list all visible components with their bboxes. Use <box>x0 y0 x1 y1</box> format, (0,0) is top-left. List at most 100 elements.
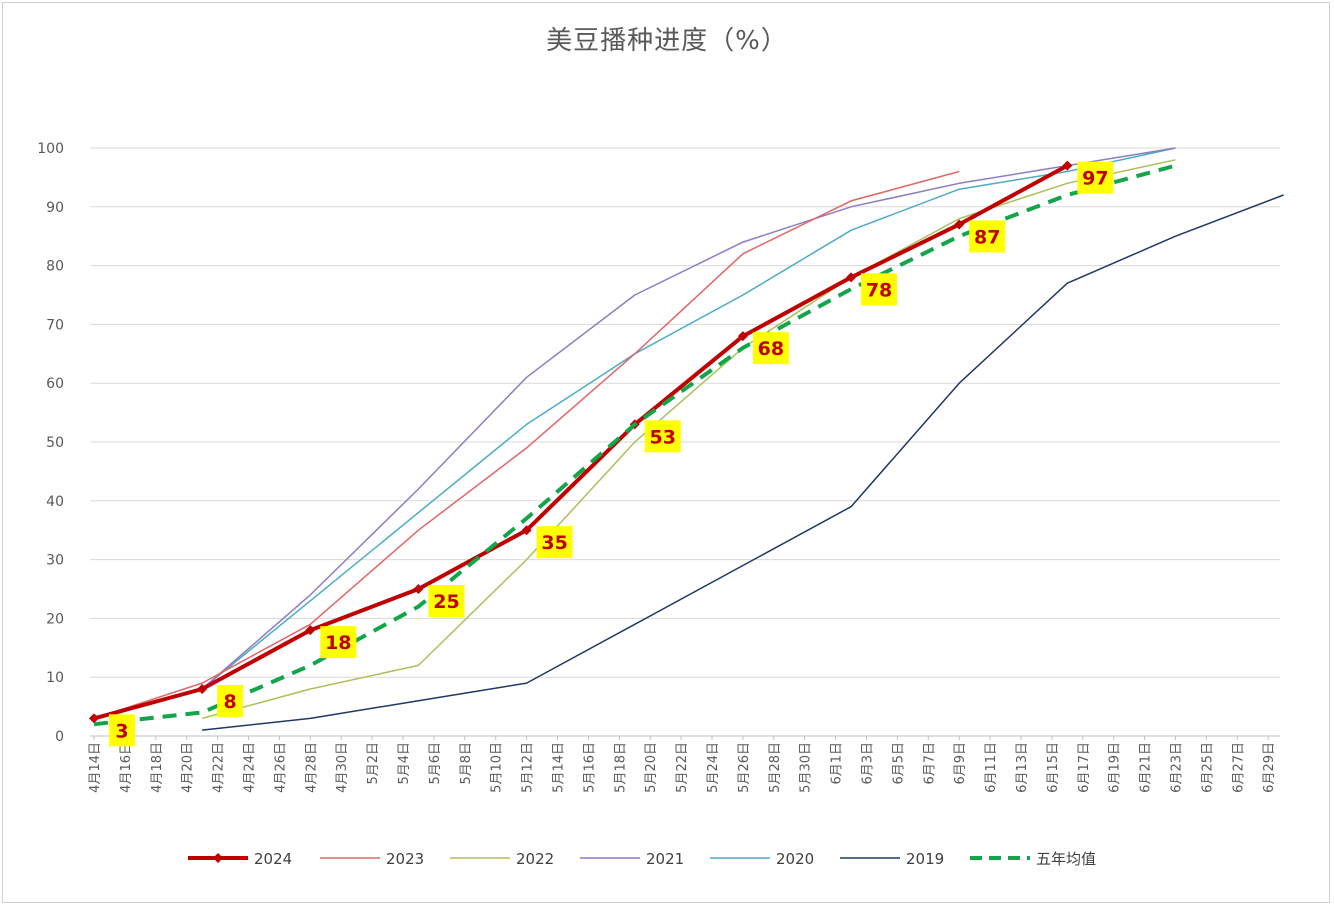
data-label: 97 <box>1077 161 1114 194</box>
data-point-2024 <box>89 713 99 724</box>
data-label: 35 <box>536 526 573 559</box>
x-tick-label: 5月12日 <box>521 742 536 793</box>
y-tick-label: 70 <box>46 317 64 333</box>
y-tick-label: 60 <box>46 376 64 392</box>
x-tick-label: 4月30日 <box>335 742 350 793</box>
svg-text:25: 25 <box>433 591 459 613</box>
chart-title: 美豆播种进度（%） <box>546 26 788 56</box>
series-line-五年均值 <box>93 163 1177 727</box>
x-tick-label: 4月14日 <box>88 742 103 793</box>
x-tick-label: 5月20日 <box>644 742 659 793</box>
series-line-2022 <box>201 159 1176 720</box>
svg-text:8: 8 <box>224 691 237 713</box>
data-point-2024 <box>1062 160 1073 171</box>
y-tick-label: 0 <box>55 729 64 745</box>
data-label: 53 <box>644 420 681 453</box>
x-tick-label: 5月8日 <box>459 742 474 785</box>
y-tick-label: 100 <box>37 141 64 157</box>
svg-text:18: 18 <box>325 632 351 654</box>
svg-text:35: 35 <box>541 532 567 554</box>
data-point-2024 <box>954 219 965 230</box>
legend-item-2022: 2022 <box>450 850 554 868</box>
series-layer <box>89 147 1284 731</box>
x-tick-label: 4月28日 <box>304 742 319 793</box>
y-tick-label: 10 <box>46 670 64 686</box>
data-label: 87 <box>969 220 1006 253</box>
svg-text:53: 53 <box>650 426 676 448</box>
y-axis: 0 10 20 30 40 50 60 70 80 90 100 <box>37 141 64 745</box>
series-line-2023 <box>93 170 960 720</box>
x-tick-label: 4月20日 <box>181 742 196 793</box>
svg-text:2023: 2023 <box>386 850 424 868</box>
data-point-2024 <box>737 331 748 342</box>
legend-item-五年均值: 五年均值 <box>970 850 1096 868</box>
data-point-2024 <box>413 584 424 594</box>
x-tick-label: 6月5日 <box>891 742 906 785</box>
legend-item-2024: 2024 <box>188 850 292 868</box>
data-label: 25 <box>428 585 465 617</box>
y-tick-label: 30 <box>46 553 64 569</box>
x-tick-label: 6月19日 <box>1108 742 1123 793</box>
x-tick-label: 6月15日 <box>1046 742 1061 793</box>
svg-text:97: 97 <box>1082 168 1108 190</box>
legend-item-2023: 2023 <box>320 850 424 868</box>
legend: 2024 2023 2022 2021 2020 2019 五年均值 <box>188 850 1096 868</box>
data-label: 8 <box>217 684 244 717</box>
x-tick-label: 6月17日 <box>1077 742 1092 793</box>
series-line-2021 <box>93 147 1176 720</box>
data-point-2024 <box>521 525 532 536</box>
legend-item-2019: 2019 <box>840 850 944 868</box>
x-tick-label: 4月22日 <box>212 742 227 793</box>
x-tick-label: 6月23日 <box>1170 742 1185 793</box>
svg-text:2021: 2021 <box>646 850 684 868</box>
legend-item-2020: 2020 <box>710 850 814 868</box>
x-tick-label: 6月11日 <box>984 742 999 793</box>
x-tick-label: 5月4日 <box>397 742 412 785</box>
svg-text:五年均值: 五年均值 <box>1036 850 1096 868</box>
x-tick-label: 4月18日 <box>150 742 165 793</box>
x-tick-label: 6月9日 <box>953 742 968 785</box>
x-tick-label: 5月28日 <box>768 742 783 793</box>
data-label: 68 <box>752 332 789 365</box>
data-point-2024 <box>305 625 316 636</box>
x-tick-label: 5月2日 <box>366 742 381 785</box>
data-label: 78 <box>861 273 898 306</box>
x-tick-label: 5月26日 <box>737 742 752 793</box>
svg-text:2019: 2019 <box>906 850 944 868</box>
legend-item-2021: 2021 <box>580 850 684 868</box>
grid-layer <box>90 147 1280 737</box>
x-tick-label: 5月22日 <box>675 742 690 793</box>
x-tick-label: 6月25日 <box>1200 742 1215 793</box>
x-tick-label: 4月16日 <box>119 742 134 793</box>
y-tick-label: 20 <box>46 611 64 627</box>
x-tick-label: 5月18日 <box>613 742 628 793</box>
x-tick-label: 5月30日 <box>799 742 814 793</box>
data-label: 3 <box>109 714 135 747</box>
svg-text:2022: 2022 <box>516 850 554 868</box>
y-tick-label: 80 <box>46 259 64 275</box>
x-tick-label: 5月6日 <box>428 742 443 785</box>
svg-text:68: 68 <box>758 338 784 360</box>
x-tick-label: 4月26日 <box>273 742 288 793</box>
y-tick-label: 90 <box>46 200 64 216</box>
x-tick-label: 5月14日 <box>552 742 567 793</box>
svg-text:2024: 2024 <box>254 850 292 868</box>
x-tick-label: 6月29日 <box>1262 742 1277 793</box>
svg-text:3: 3 <box>115 720 128 742</box>
svg-text:87: 87 <box>974 226 1000 248</box>
data-label-layer: 3 8 18 25 35 53 68 78 87 97 <box>109 161 1114 747</box>
svg-text:2020: 2020 <box>776 850 814 868</box>
x-axis: 4月14日 4月16日 4月18日 4月20日 4月22日 4月24日 4月26日 4月28日… <box>88 736 1277 793</box>
x-tick-label: 6月1日 <box>830 742 845 785</box>
x-tick-label: 6月7日 <box>922 742 937 785</box>
x-tick-label: 5月10日 <box>490 742 505 793</box>
x-tick-label: 6月27日 <box>1231 742 1246 793</box>
svg-text:78: 78 <box>866 279 892 301</box>
data-label: 18 <box>320 626 357 659</box>
data-point-2024 <box>846 272 857 283</box>
y-tick-label: 40 <box>46 494 64 510</box>
series-line-2019 <box>202 194 1284 731</box>
x-tick-label: 6月21日 <box>1139 742 1154 793</box>
